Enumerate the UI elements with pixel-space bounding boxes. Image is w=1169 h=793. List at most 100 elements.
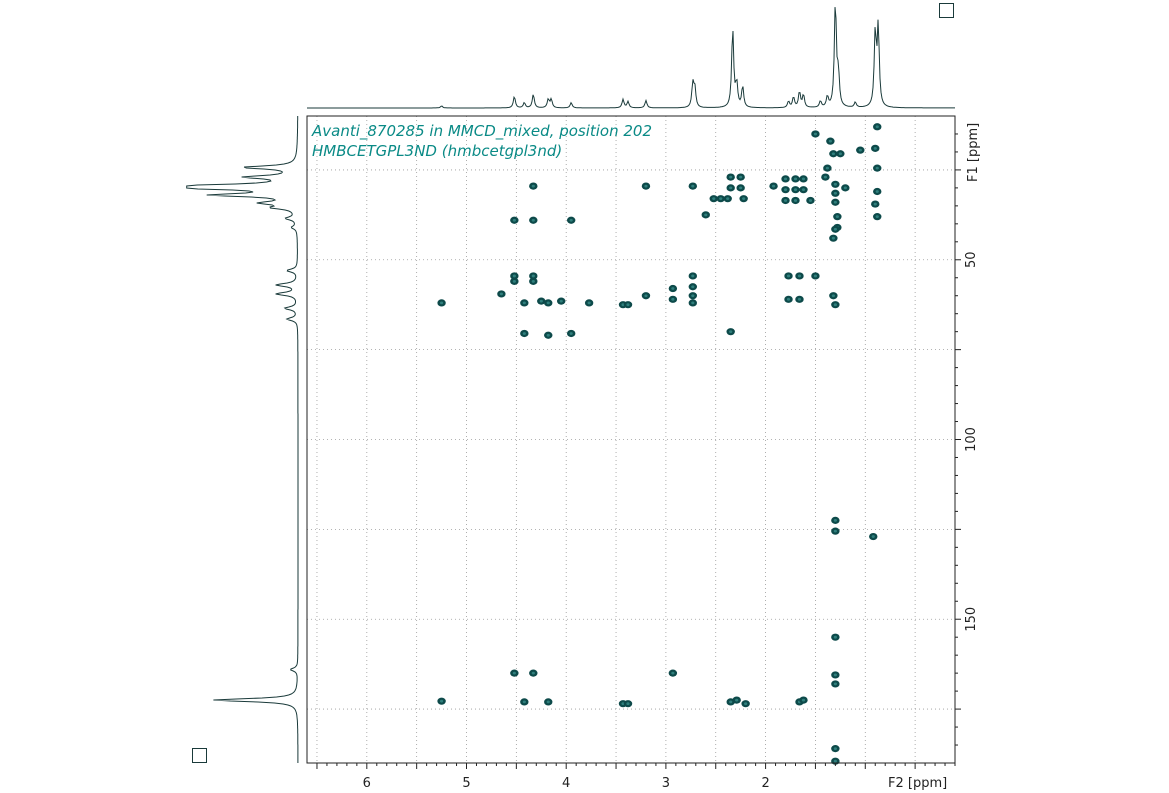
cross-peak-core	[871, 535, 875, 538]
cross-peak-core	[691, 301, 695, 305]
cross-peak-core	[512, 274, 516, 278]
x-tick-label: 6	[363, 776, 371, 791]
cross-peak-core	[704, 213, 708, 217]
cross-peak-core	[835, 215, 839, 219]
cross-peak-core	[833, 529, 837, 533]
cross-peak-core	[833, 673, 837, 677]
cross-peak-core	[875, 190, 879, 193]
cross-peaks	[437, 123, 882, 765]
cross-peak-core	[539, 299, 543, 303]
x-tick-label: 3	[662, 776, 670, 791]
cross-peak-core	[531, 274, 535, 278]
cross-peak-core	[712, 197, 716, 201]
cross-peak-core	[569, 332, 573, 335]
cross-peak-core	[512, 279, 516, 283]
f1-projection-trace[interactable]	[186, 116, 299, 763]
cross-peak-core	[671, 287, 675, 290]
cross-peak-core	[833, 759, 837, 763]
cross-peak-core	[825, 166, 829, 170]
cross-peak-core	[843, 186, 847, 190]
cross-peak-core	[691, 274, 695, 278]
y-tick-label: 100	[964, 427, 979, 452]
cross-peak-core	[797, 297, 802, 301]
cross-peak-core	[626, 702, 630, 706]
cross-peak-core	[786, 274, 791, 278]
cross-peak-core	[833, 518, 837, 522]
cross-peak-core	[838, 152, 842, 156]
cross-peak-core	[858, 148, 862, 152]
cross-peak-core	[644, 184, 648, 188]
cross-peak-core	[726, 197, 730, 201]
cross-peak-core	[786, 297, 791, 301]
cross-peak-core	[833, 227, 837, 231]
cross-peak-core	[626, 303, 630, 307]
cross-peak-core	[512, 218, 516, 222]
cross-peak-core	[512, 671, 516, 675]
grid	[307, 116, 955, 763]
cross-peak-core	[828, 139, 832, 143]
cross-peak-core	[522, 332, 526, 335]
cross-peak-core	[813, 132, 818, 136]
cross-peak-core	[691, 294, 695, 298]
cross-peak-core	[875, 215, 879, 219]
y-axis-label: F1 [ppm]	[966, 123, 981, 182]
cross-peak-core	[729, 700, 733, 704]
cross-peak-core	[873, 146, 877, 150]
cross-peak-core	[671, 671, 675, 675]
cross-peak-core	[691, 184, 695, 188]
cross-peak-core	[531, 184, 535, 188]
cross-peak-core	[813, 274, 818, 278]
cross-peak-core	[522, 700, 526, 704]
cross-peak-core	[621, 702, 625, 706]
cross-peak-core	[831, 152, 835, 156]
cross-peak-core	[831, 294, 835, 298]
cross-peak-core	[833, 747, 837, 751]
cross-peak-core	[644, 294, 648, 298]
cross-peak-core	[793, 177, 798, 181]
cross-peak-core	[735, 698, 739, 702]
cross-peak-core	[546, 700, 550, 704]
cross-peak-core	[833, 200, 837, 204]
cross-peak-core	[831, 236, 835, 240]
cross-peak-core	[783, 177, 788, 181]
y-tick-label: 150	[964, 607, 979, 632]
cross-peak-core	[729, 186, 733, 190]
cross-peak-core	[783, 199, 788, 202]
cross-peak-core	[783, 188, 788, 192]
cross-peak-core	[797, 274, 802, 278]
cross-peak-core	[739, 175, 743, 179]
x-tick-label: 5	[462, 776, 470, 791]
cross-peak-core	[742, 197, 746, 201]
cross-peak-core	[729, 175, 733, 179]
cross-peak-core	[531, 218, 535, 222]
cross-peak-core	[719, 197, 723, 201]
cross-peak-core	[873, 202, 877, 206]
cross-peak-core	[793, 188, 798, 192]
x-tick-label: 2	[761, 776, 769, 791]
f1-projection-toggle[interactable]	[192, 748, 207, 763]
cross-peak-core	[691, 285, 695, 289]
cross-peak-core	[531, 671, 535, 675]
cross-peak-core	[439, 699, 444, 703]
cross-peak-core	[744, 702, 748, 706]
cross-peak-core	[569, 218, 573, 222]
cross-peak-core	[793, 199, 798, 202]
cross-peak-core	[833, 182, 837, 186]
x-axis-label: F2 [ppm]	[888, 776, 947, 791]
y-tick-label: 50	[964, 252, 979, 269]
f2-projection-trace[interactable]	[307, 7, 955, 109]
cross-peak-core	[808, 199, 813, 202]
axis-ticks: 6 5 4 3 2 50 100 150	[316, 133, 979, 791]
title-line-1: Avanti_870285 in MMCD_mixed, position 20…	[311, 122, 652, 141]
cross-peak-core	[875, 125, 879, 129]
cross-peak-core	[801, 188, 806, 192]
cross-peak-core	[801, 698, 806, 702]
cross-peak-core	[833, 635, 837, 639]
f2-projection-toggle[interactable]	[939, 3, 954, 18]
cross-peak-core	[546, 333, 550, 337]
cross-peak-core	[587, 301, 591, 305]
cross-peak-core	[739, 186, 743, 190]
cross-peak-core	[833, 303, 837, 307]
cross-peak-core	[771, 184, 776, 188]
